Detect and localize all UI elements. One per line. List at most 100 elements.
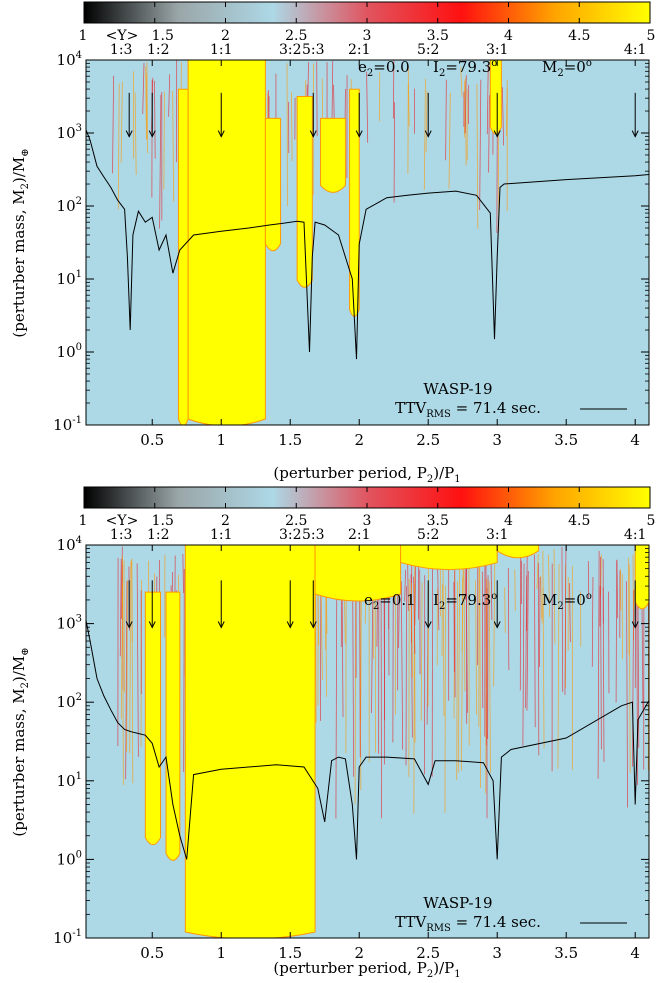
x-tick-label: 2.5 [416, 944, 440, 962]
x-tick-label: 2 [354, 944, 364, 962]
legend-entry-bottom: TTVRMS = 71.4 sec. [395, 913, 541, 934]
x-tick-label: 3 [492, 431, 502, 449]
resonance-arrowhead [286, 621, 294, 629]
chaotic-streak [490, 557, 493, 620]
ttv-curve [86, 620, 649, 860]
chaotic-streak [112, 75, 115, 174]
colorbar-tick-label: 2.5 [285, 28, 307, 44]
colorbar-tick-label: 2 [221, 513, 230, 529]
chaotic-region [489, 60, 502, 135]
colorbar-ticks-bottom: 1 1.5 2 2.5 3 3.5 4 4.5 5 <Y>1:3 1:2 1:1 3:2 5:3 2:1 5:… [79, 487, 655, 543]
y-tick-label: 101 [57, 269, 82, 288]
panel-top: 1 1.5 2 2.5 3 3.5 4 4.5 5 <Y>1:3 1:2 1:1 3:2 5:3 2:1 5:… [10, 1, 655, 485]
resonance-label: 2:1 [348, 42, 371, 58]
param-e2-top: e2=0.0 [358, 58, 410, 79]
y-tick-label: 102 [57, 692, 82, 711]
chaotic-streak [540, 575, 542, 619]
x-axis-label-bottom: (perturber period, P2)/P1 [273, 959, 460, 980]
chaotic-streak [423, 78, 426, 190]
chaotic-streak [183, 568, 185, 773]
chaotic-streak [541, 587, 544, 624]
chaotic-streak [476, 83, 479, 229]
resonance-arrowhead [424, 621, 432, 629]
colorbar-ticks-top: 1 1.5 2 2.5 3 3.5 4 4.5 5 <Y>1:3 1:2 1:1 3:2 5:3 2:1 5:… [79, 2, 655, 58]
chaotic-streak [461, 556, 464, 652]
colorbar-tick-label: 4.5 [568, 28, 590, 44]
chaotic-streak [404, 569, 406, 602]
chaotic-streak [125, 581, 128, 780]
chaotic-streak [331, 61, 334, 129]
resonance-label: 3:2 [279, 42, 302, 58]
x-tick-label: 3 [492, 944, 502, 962]
chaotic-streak [145, 73, 148, 154]
chaotic-streak [366, 71, 369, 143]
chaotic-streak [628, 564, 631, 773]
chaotic-streak [456, 581, 458, 780]
param-i2-top: I2=79.3o [433, 58, 497, 79]
resonance-arrowhead [125, 130, 133, 138]
chaotic-streak [539, 577, 541, 667]
ttv-curve [86, 129, 649, 360]
x-tick-label: 4 [630, 431, 640, 449]
chaotic-streak [437, 568, 440, 631]
chaotic-streak [465, 567, 468, 713]
legend-title-bottom: WASP-19 [423, 894, 492, 912]
chaotic-streak [407, 65, 410, 127]
chaotic-streak [542, 550, 545, 749]
chaotic-streak [413, 576, 416, 654]
y-tick-label: 102 [57, 196, 82, 215]
resonance-label: 3:1 [486, 42, 509, 58]
chaotic-map [86, 545, 649, 938]
chaotic-streak [457, 566, 461, 773]
chaotic-streak [120, 81, 123, 163]
chaotic-region [144, 591, 162, 846]
chaotic-streak [335, 584, 338, 819]
x-tick-label: 2.5 [416, 431, 440, 449]
chaotic-streak [354, 580, 357, 805]
colorbar-symbol: <Y> [106, 28, 139, 44]
chaotic-streak [616, 559, 619, 619]
chaotic-region [320, 117, 346, 193]
resonance-label: 5:3 [302, 527, 325, 543]
chaotic-region [264, 117, 282, 252]
chaotic-streak [159, 94, 162, 229]
chaotic-streak [400, 581, 404, 750]
chaotic-streak [475, 580, 477, 715]
chaotic-streak [460, 67, 463, 97]
chaotic-streak [548, 554, 550, 617]
chaotic-streak [420, 582, 423, 721]
y-axis-label-bottom: (perturber mass, M2)/M⊕ [10, 647, 31, 836]
resonance-arrowhead [148, 621, 156, 629]
plot-frame [85, 59, 650, 426]
colorbar-tick-label: 4 [504, 28, 513, 44]
chaotic-streak [533, 554, 536, 728]
resonance-arrowhead [217, 130, 225, 138]
chaotic-streak [564, 545, 567, 696]
resonance-arrowhead [309, 130, 317, 138]
chaotic-streak [117, 83, 120, 210]
chaotic-streak [464, 75, 467, 134]
chaotic-streak [291, 92, 293, 162]
chaotic-streak [557, 563, 560, 769]
chaotic-streak [126, 579, 128, 753]
colorbar-tick-label: 2 [221, 28, 230, 44]
chaotic-region [314, 545, 402, 602]
chaotic-streak [131, 559, 133, 642]
chaotic-region [184, 545, 316, 938]
resonance-arrowhead [355, 130, 363, 138]
panel-bottom: 1 1.5 2 2.5 3 3.5 4 4.5 5 <Y>1:3 1:2 1:1 3:2 5:3 2:1 5:… [10, 486, 655, 980]
chaotic-streak [504, 587, 506, 633]
y-tick-label: 100 [57, 849, 82, 868]
chaotic-streak [569, 583, 571, 643]
chaotic-streak [142, 62, 145, 114]
x-axis-label-top: (perturber period, P2)/P1 [273, 464, 460, 485]
chaotic-streak [627, 557, 630, 655]
resonance-arrowhead [493, 621, 501, 629]
chaotic-streak [597, 550, 600, 779]
colorbar-tick-label: 3.5 [427, 28, 449, 44]
resonance-label: 5:2 [417, 42, 440, 58]
resonance-label: 4:1 [624, 527, 647, 543]
chaotic-streak [463, 564, 466, 692]
resonance-label: 1:3 [110, 527, 133, 543]
chaotic-streak [445, 79, 447, 161]
